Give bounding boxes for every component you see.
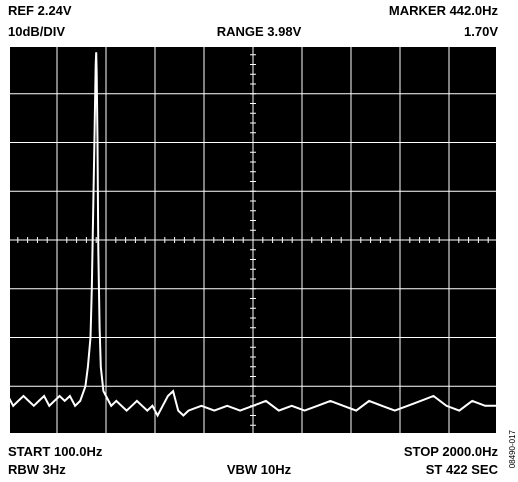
spectrum-plot (8, 45, 498, 435)
sweep-label: ST 422 SEC (425, 462, 498, 477)
vbw-label: VBW 10Hz (226, 462, 292, 477)
range-label: RANGE 3.98V (216, 24, 302, 39)
plot-grid (8, 45, 498, 435)
ref-label: REF 2.24V (8, 3, 72, 18)
stop-label: STOP 2000.0Hz (403, 444, 498, 459)
start-label: START 100.0Hz (8, 444, 103, 459)
marker-value-label: 1.70V (464, 24, 498, 39)
spectrum-trace (8, 52, 498, 418)
scale-label: 10dB/DIV (8, 24, 66, 39)
marker-label: MARKER 442.0Hz (388, 3, 498, 18)
figure-id: 08490-017 (508, 430, 517, 469)
rbw-label: RBW 3Hz (8, 462, 66, 477)
